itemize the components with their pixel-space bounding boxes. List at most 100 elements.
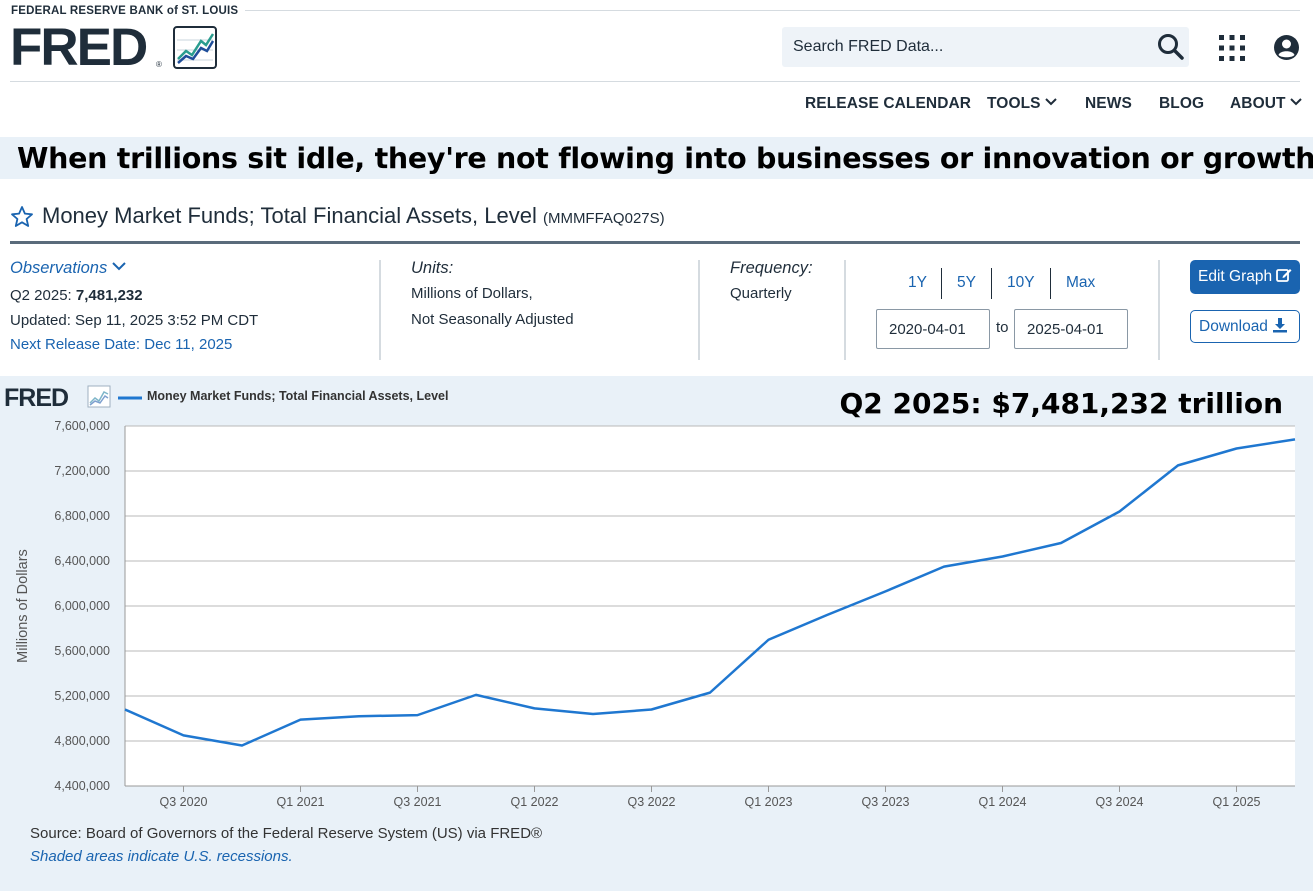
- chevron-down-icon: [112, 262, 126, 271]
- nav-tools[interactable]: TOOLS: [987, 95, 1057, 113]
- search-icon[interactable]: [1156, 32, 1186, 62]
- data-point[interactable]: [238, 742, 246, 750]
- fred-logo-text[interactable]: FRED: [10, 18, 148, 77]
- next-release-link[interactable]: Next Release Date: Dec 11, 2025: [10, 336, 233, 353]
- data-point[interactable]: [472, 691, 480, 699]
- edit-graph-button[interactable]: Edit Graph: [1190, 260, 1300, 294]
- data-point[interactable]: [355, 712, 363, 720]
- data-point[interactable]: [706, 689, 714, 697]
- data-point[interactable]: [1057, 539, 1065, 547]
- x-tick-label: Q1 2025: [1213, 795, 1261, 809]
- gridlines: [125, 425, 1295, 787]
- y-tick-label: 6,800,000: [54, 509, 110, 523]
- y-tick-label: 7,600,000: [54, 419, 110, 433]
- range-separator: [941, 268, 942, 299]
- nav-about[interactable]: ABOUT: [1230, 95, 1302, 113]
- nav-release-calendar[interactable]: RELEASE CALENDAR: [805, 95, 972, 112]
- chart-logo-graph-icon: [87, 385, 111, 408]
- source-note: Source: Board of Governors of the Federa…: [30, 825, 543, 842]
- x-tick-label: Q1 2021: [277, 795, 325, 809]
- y-tick-label: 6,400,000: [54, 554, 110, 568]
- meta-divider: [698, 260, 700, 360]
- latest-observation: Q2 2025: 7,481,232: [10, 287, 143, 304]
- data-point[interactable]: [1116, 508, 1124, 516]
- date-to-input[interactable]: [1014, 309, 1128, 349]
- range-separator: [1050, 268, 1051, 299]
- y-tick-label: 6,000,000: [54, 599, 110, 613]
- frequency-value: Quarterly: [730, 285, 792, 302]
- data-point[interactable]: [121, 706, 129, 714]
- x-tick-label: Q1 2022: [511, 795, 559, 809]
- units-value-line1: Millions of Dollars,: [411, 285, 533, 302]
- y-tick-label: 4,800,000: [54, 734, 110, 748]
- data-point[interactable]: [940, 563, 948, 571]
- search-box: [782, 27, 1189, 67]
- data-point[interactable]: [1233, 445, 1241, 453]
- chevron-down-icon: [1289, 98, 1302, 106]
- date-to-label: to: [996, 319, 1009, 336]
- frequency-label: Frequency:: [730, 259, 813, 277]
- y-tick-label: 7,200,000: [54, 464, 110, 478]
- line-chart[interactable]: FRED Money Market Funds; Total Financial…: [0, 376, 1313, 816]
- caption-banner-text: When trillions sit idle, they're not flo…: [17, 142, 1313, 175]
- y-tick-label: 4,400,000: [54, 779, 110, 793]
- data-point[interactable]: [823, 611, 831, 619]
- meta-divider: [379, 260, 381, 360]
- data-point[interactable]: [882, 587, 890, 595]
- series-line[interactable]: [124, 438, 1296, 747]
- caption-banner: [0, 137, 1313, 179]
- range-max-button[interactable]: Max: [1066, 274, 1096, 291]
- x-tick-label: Q3 2023: [862, 795, 910, 809]
- data-point[interactable]: [297, 716, 305, 724]
- units-label: Units:: [411, 259, 454, 277]
- observations-toggle[interactable]: Observations: [10, 259, 126, 278]
- series-title-text: Money Market Funds; Total Financial Asse…: [42, 203, 537, 228]
- edit-icon: [1276, 269, 1292, 282]
- fred-logo-graph-icon[interactable]: [173, 26, 217, 69]
- chart-annotation: Q2 2025: $7,481,232 trillion: [839, 387, 1283, 420]
- data-point[interactable]: [765, 636, 773, 644]
- nav-news[interactable]: NEWS: [1085, 95, 1132, 112]
- range-1y-button[interactable]: 1Y: [908, 274, 927, 291]
- latest-observation-value: 7,481,232: [75, 287, 143, 304]
- apps-grid-icon[interactable]: [1218, 34, 1246, 62]
- header-divider-top: [245, 10, 1300, 11]
- y-axis-ticks: 4,400,000 4,800,000 5,200,000 5,600,000 6,00…: [54, 419, 110, 793]
- data-point[interactable]: [1291, 435, 1299, 443]
- date-from-input[interactable]: [876, 309, 990, 349]
- y-tick-label: 5,600,000: [54, 644, 110, 658]
- header-divider: [10, 81, 1300, 82]
- data-point[interactable]: [999, 553, 1007, 561]
- recession-note: Shaded areas indicate U.S. recessions.: [30, 848, 293, 865]
- meta-divider: [1158, 260, 1160, 360]
- series-id: (MMMFFAQ027S): [542, 210, 665, 227]
- x-tick-label: Q1 2024: [979, 795, 1027, 809]
- nav-blog[interactable]: BLOG: [1159, 95, 1205, 112]
- data-point[interactable]: [648, 706, 656, 714]
- data-point[interactable]: [531, 704, 539, 712]
- meta-divider: [844, 260, 846, 360]
- chart-fred-logo: FRED: [4, 384, 68, 412]
- x-tick-label: Q3 2020: [160, 795, 208, 809]
- star-icon[interactable]: [10, 205, 34, 229]
- data-point[interactable]: [589, 710, 597, 718]
- x-tick-label: Q3 2021: [394, 795, 442, 809]
- series-group: [121, 435, 1299, 750]
- data-point[interactable]: [1174, 461, 1182, 469]
- site-header: FEDERAL RESERVE BANK of ST. LOUIS FRED ®…: [0, 0, 1313, 136]
- registered-mark: ®: [156, 60, 162, 69]
- updated-date: Updated: Sep 11, 2025 3:52 PM CDT: [10, 312, 259, 329]
- range-5y-button[interactable]: 5Y: [957, 274, 976, 291]
- x-axis-ticks: Q3 2020 Q1 2021 Q3 2021 Q1 2022 Q3 2022 Q1 20…: [160, 786, 1261, 809]
- user-account-icon[interactable]: [1273, 34, 1300, 61]
- range-10y-button[interactable]: 10Y: [1007, 274, 1035, 291]
- range-separator: [991, 268, 992, 299]
- data-point[interactable]: [414, 711, 422, 719]
- data-point[interactable]: [180, 731, 188, 739]
- y-tick-label: 5,200,000: [54, 689, 110, 703]
- series-title: Money Market Funds; Total Financial Asse…: [42, 203, 665, 229]
- title-divider: [10, 241, 1300, 244]
- bank-name: FEDERAL RESERVE BANK of ST. LOUIS: [11, 5, 239, 17]
- download-button[interactable]: Download: [1190, 310, 1300, 343]
- search-input[interactable]: [782, 27, 1142, 67]
